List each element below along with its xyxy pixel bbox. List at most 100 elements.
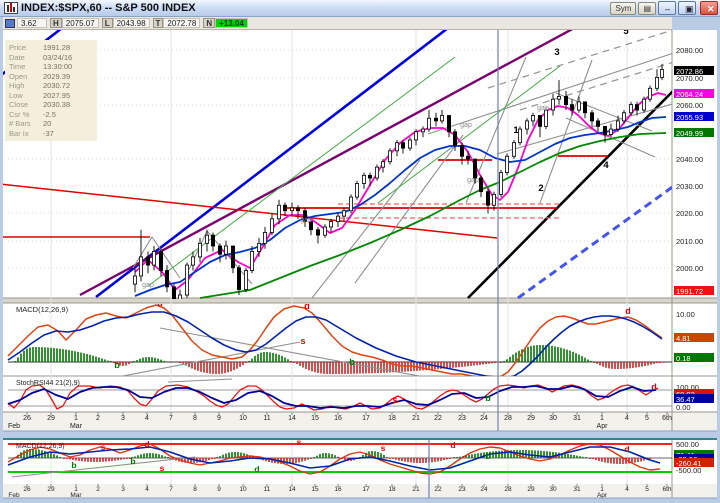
info-row: Low 2027.95 [9, 90, 71, 100]
svg-text:StochRSI44 21(2),9): StochRSI44 21(2),9) [16, 380, 80, 387]
svg-text:b: b [114, 360, 120, 370]
svg-text:23: 23 [458, 415, 466, 422]
svg-text:26: 26 [23, 486, 31, 493]
svg-text:100.00: 100.00 [676, 383, 699, 392]
sym-button[interactable]: Sym [610, 1, 637, 15]
status-field-value: 2043.98 [112, 18, 150, 28]
status-field-value: +13.04 [215, 18, 248, 28]
info-row: Open 2029.39 [9, 71, 71, 81]
svg-text:2055.93: 2055.93 [676, 113, 703, 122]
minimize-button[interactable]: – [658, 1, 676, 15]
svg-text:Apr: Apr [597, 423, 609, 430]
svg-text:2080.00: 2080.00 [676, 46, 703, 55]
tool-button[interactable]: ▤ [638, 1, 656, 15]
info-row: Price 1991.28 [9, 43, 71, 52]
chart-canvas[interactable]: gapgapgapgapgap12345ddsbbdMACD(12,26,9)s… [0, 19, 720, 503]
svg-text:2020.00: 2020.00 [676, 209, 703, 218]
svg-text:s: s [300, 336, 305, 346]
svg-text:2064.24: 2064.24 [676, 90, 703, 99]
svg-text:18: 18 [388, 415, 396, 422]
svg-text:4: 4 [603, 160, 609, 171]
svg-text:29: 29 [527, 415, 535, 422]
svg-text:15: 15 [311, 486, 319, 493]
svg-text:17: 17 [362, 415, 370, 422]
svg-text:15: 15 [311, 415, 319, 422]
svg-text:5: 5 [623, 30, 629, 37]
trendline-green-thin-2 [377, 65, 561, 204]
trendline-gray-dash-2 [519, 61, 672, 111]
svg-text:d: d [625, 306, 631, 316]
svg-text:s: s [101, 442, 106, 452]
macd-panel: d d s b b d MACD(12,26,9) [7, 298, 672, 376]
svg-text:8: 8 [193, 415, 197, 422]
svg-text:Mar: Mar [70, 492, 82, 499]
svg-text:-260.41: -260.41 [676, 459, 701, 468]
svg-text:1991.72: 1991.72 [676, 287, 703, 296]
chart-area[interactable]: gapgapgapgapgap12345ddsbbdMACD(12,26,9)s… [0, 19, 720, 503]
info-row: Date 03/24/16 [9, 52, 73, 62]
svg-text:b: b [71, 460, 76, 470]
title-bar[interactable]: INDEX:$SPX,60 -- S&P 500 INDEX Sym ▤ – ▣… [0, 0, 720, 17]
close-button[interactable]: ✕ [700, 1, 718, 15]
svg-text:30: 30 [549, 486, 557, 493]
svg-text:3: 3 [121, 415, 125, 422]
svg-text:4: 4 [625, 415, 629, 422]
svg-text:21: 21 [412, 415, 420, 422]
trendline-gray-steep-3 [354, 134, 464, 284]
crosshair-cursor[interactable] [428, 30, 499, 498]
maximize-button[interactable]: ▣ [678, 1, 696, 15]
date-axis: 2626292911223344778899101011111414151516… [8, 412, 672, 499]
svg-text:29: 29 [527, 486, 535, 493]
svg-text:4: 4 [145, 486, 149, 493]
svg-text:9: 9 [217, 415, 221, 422]
svg-text:14: 14 [288, 415, 296, 422]
info-row: Csr % -2.5 [9, 109, 56, 119]
svg-text:7: 7 [169, 415, 173, 422]
svg-text:0.18: 0.18 [676, 354, 691, 363]
trendline-support-black [467, 90, 672, 299]
svg-text:10: 10 [239, 415, 247, 422]
trendline-gray-dash-1 [487, 30, 672, 89]
svg-text:24: 24 [480, 486, 488, 493]
svg-text:21: 21 [412, 486, 420, 493]
svg-text:6th: 6th [662, 415, 672, 422]
data-info-panel: Price 1991.28 Date 03/24/16 Time 13:30:00 Open… [5, 40, 97, 141]
svg-text:30: 30 [549, 415, 557, 422]
svg-text:d: d [254, 464, 259, 474]
svg-text:1: 1 [600, 486, 604, 493]
svg-text:gap: gap [537, 105, 549, 112]
status-field-value: 3.62 [17, 18, 47, 28]
svg-text:0.00: 0.00 [676, 403, 691, 412]
svg-text:d: d [157, 298, 163, 308]
svg-text:4: 4 [145, 415, 149, 422]
info-row: Bar Ix -37 [9, 128, 54, 138]
svg-text:2: 2 [96, 486, 100, 493]
svg-text:d: d [624, 444, 629, 454]
trendline-channel-purple [79, 30, 574, 297]
svg-text:22: 22 [434, 486, 442, 493]
svg-text:1: 1 [74, 415, 78, 422]
svg-text:31: 31 [573, 486, 581, 493]
svg-text:2072.86: 2072.86 [676, 67, 703, 76]
svg-text:16: 16 [334, 415, 342, 422]
svg-text:gap: gap [460, 122, 472, 129]
svg-text:b: b [485, 393, 491, 403]
svg-text:2060.00: 2060.00 [676, 101, 703, 110]
svg-text:2: 2 [96, 415, 100, 422]
svg-text:23: 23 [458, 486, 466, 493]
svg-text:14: 14 [288, 486, 296, 493]
svg-text:5: 5 [645, 486, 649, 493]
mid-ma [134, 116, 667, 297]
trendline-gray-steep-1 [465, 56, 527, 204]
svg-text:11: 11 [263, 415, 270, 422]
info-row: Time 13:30:00 [9, 62, 73, 71]
status-field-label: T [152, 18, 164, 28]
svg-text:MACD(12,26,9): MACD(12,26,9) [16, 443, 65, 450]
svg-text:29: 29 [47, 486, 55, 493]
svg-text:s: s [297, 437, 302, 447]
trendline-gray-steep-2 [539, 59, 593, 204]
info-row: # Bars 20 [9, 119, 52, 128]
svg-text:Feb: Feb [8, 423, 20, 430]
svg-text:-500.00: -500.00 [676, 466, 701, 475]
